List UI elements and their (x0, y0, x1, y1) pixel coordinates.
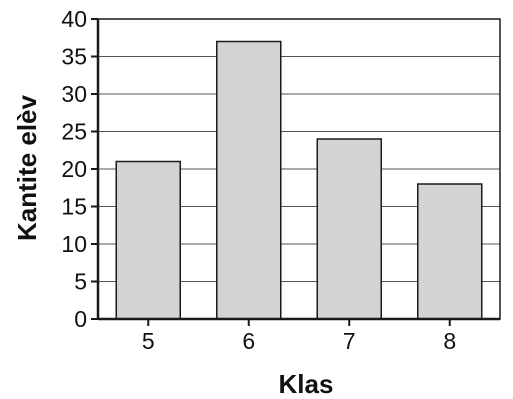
x-tick-label: 7 (343, 328, 356, 354)
y-tick-label: 25 (61, 119, 87, 145)
bar-5 (115, 160, 181, 320)
y-tick-label: 20 (61, 156, 87, 182)
y-axis-title: Kantite elèv (12, 94, 42, 240)
x-tick-label: 8 (443, 328, 456, 354)
tick-labels: 0 5 10 15 20 25 30 35 40 5 6 7 8 (61, 6, 456, 354)
y-tick-label: 30 (61, 81, 87, 107)
bar-7 (316, 138, 382, 320)
y-tick-label: 5 (74, 269, 87, 295)
bar-6 (216, 40, 282, 320)
y-tick-label: 10 (61, 231, 87, 257)
y-tick-label: 40 (61, 6, 87, 32)
y-tick-label: 15 (61, 194, 87, 220)
bar-8 (417, 183, 483, 320)
axes (91, 18, 501, 326)
bars (115, 40, 483, 320)
x-tick-label: 5 (142, 328, 155, 354)
x-tick-label: 6 (242, 328, 255, 354)
y-tick-label: 35 (61, 44, 87, 70)
x-axis-title: Klas (279, 369, 334, 399)
y-tick-label: 0 (74, 306, 87, 332)
